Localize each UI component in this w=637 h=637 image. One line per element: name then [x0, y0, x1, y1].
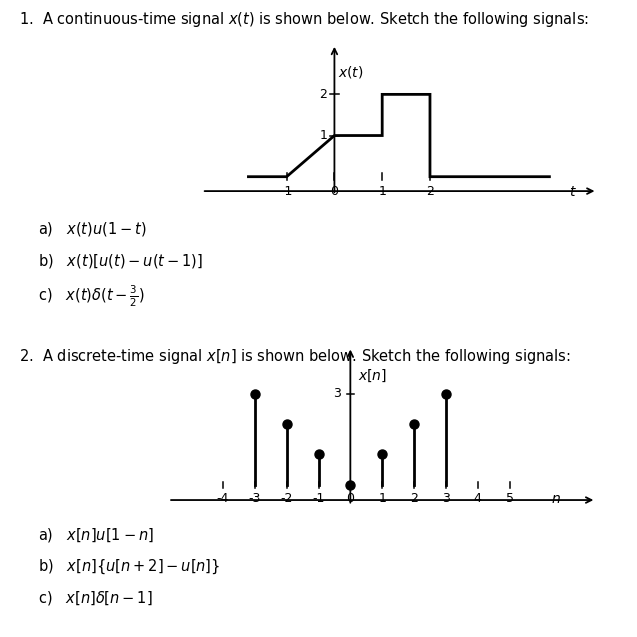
Text: 5: 5: [506, 492, 513, 505]
Text: b)   $x[n]\{u[n+2] - u[n]\}$: b) $x[n]\{u[n+2] - u[n]\}$: [38, 557, 220, 576]
Text: $x(t)$: $x(t)$: [338, 64, 364, 80]
Text: 0: 0: [347, 492, 354, 505]
Text: b)   $x(t)[u(t) - u(t-1)]$: b) $x(t)[u(t) - u(t-1)]$: [38, 252, 203, 269]
Text: 1: 1: [378, 492, 386, 505]
Text: -1: -1: [312, 492, 325, 505]
Text: 1.  A continuous-time signal $x(t)$ is shown below. Sketch the following signals: 1. A continuous-time signal $x(t)$ is sh…: [19, 10, 589, 29]
Text: a)   $x[n]u[1-n]$: a) $x[n]u[1-n]$: [38, 526, 154, 543]
Text: 2: 2: [410, 492, 418, 505]
Text: a)   $x(t)u(1-t)$: a) $x(t)u(1-t)$: [38, 220, 147, 238]
Text: -4: -4: [217, 492, 229, 505]
Text: 3: 3: [333, 387, 341, 400]
Text: 1: 1: [378, 185, 386, 197]
Text: 3: 3: [442, 492, 450, 505]
Text: 2: 2: [426, 185, 434, 197]
Text: 2: 2: [319, 88, 327, 101]
Text: $t$: $t$: [569, 185, 576, 199]
Text: 2.  A discrete-time signal $x[n]$ is shown below. Sketch the following signals:: 2. A discrete-time signal $x[n]$ is show…: [19, 347, 571, 366]
Text: 1: 1: [319, 129, 327, 142]
Text: $n$: $n$: [551, 492, 561, 506]
Text: -3: -3: [248, 492, 261, 505]
Text: 0: 0: [331, 185, 338, 197]
Text: c)   $x[n]\delta[n-1]$: c) $x[n]\delta[n-1]$: [38, 589, 153, 607]
Text: -2: -2: [280, 492, 293, 505]
Text: c)   $x(t)\delta(t-\frac{3}{2})$: c) $x(t)\delta(t-\frac{3}{2})$: [38, 283, 145, 309]
Text: $x[n]$: $x[n]$: [358, 368, 387, 384]
Text: -1: -1: [280, 185, 293, 197]
Text: 4: 4: [474, 492, 482, 505]
